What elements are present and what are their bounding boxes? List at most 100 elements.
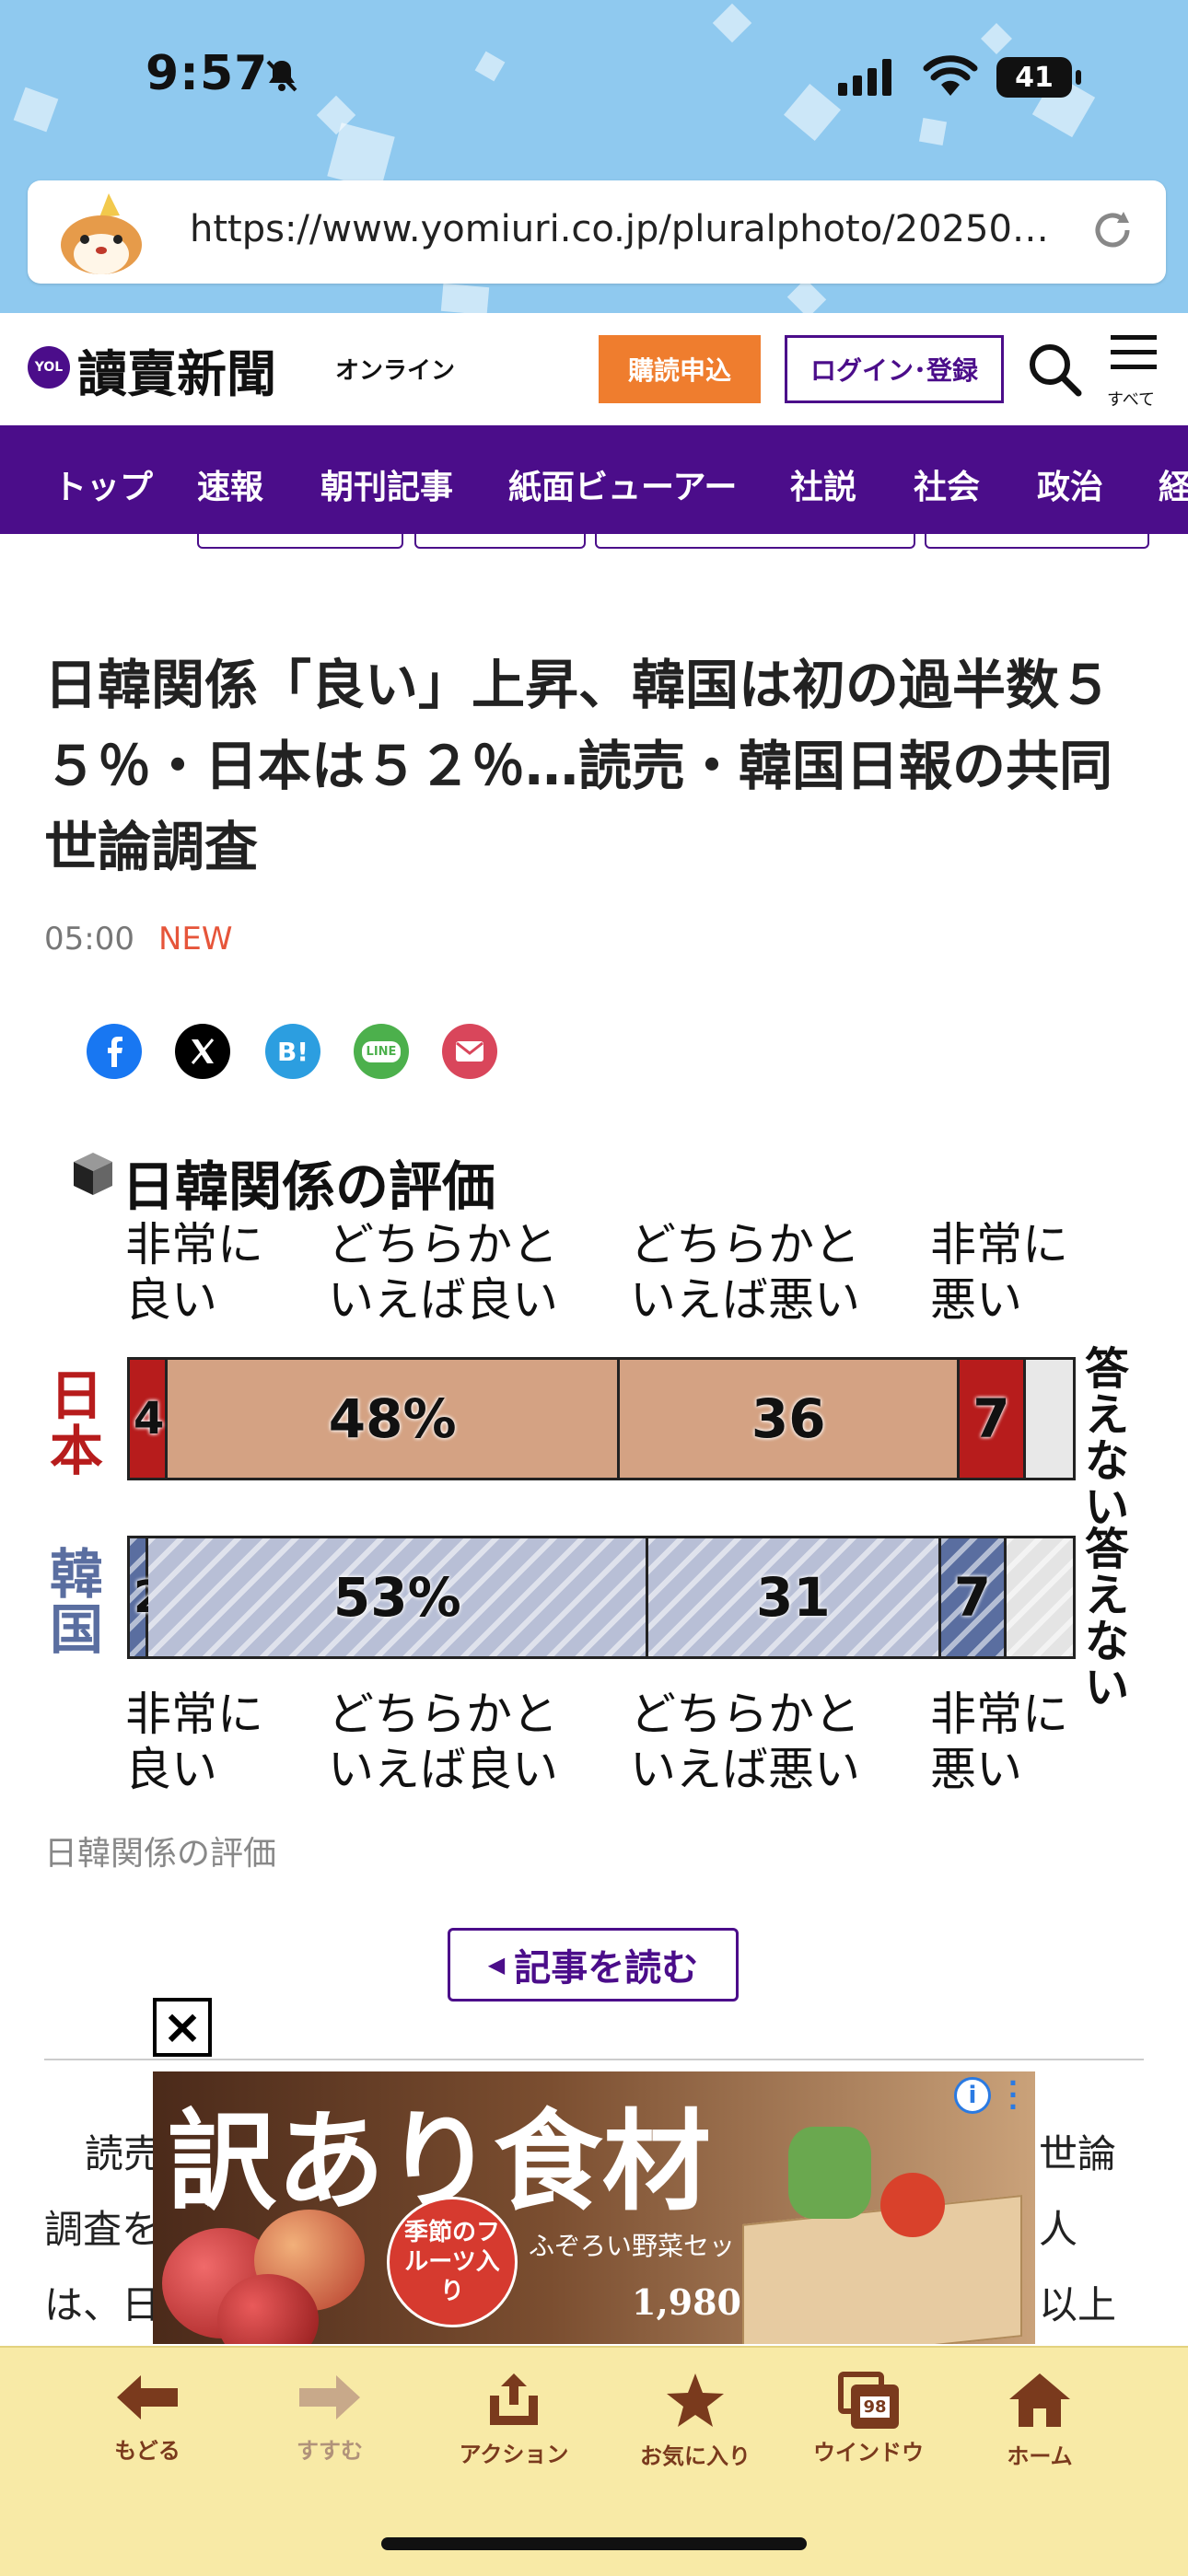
line-text: LINE (361, 1040, 402, 1062)
window-count: 98 (860, 2396, 890, 2418)
read-article-button[interactable]: ◀ 記事を読む (448, 1928, 739, 2002)
nav-item-economy[interactable]: 経 (1159, 469, 1188, 506)
home-label: ホーム (1007, 2443, 1073, 2469)
search-icon[interactable] (1026, 341, 1083, 401)
login-label: ログイン･登録 (809, 355, 978, 386)
star-icon (667, 2373, 724, 2427)
yol-logo-badge[interactable]: YOL (28, 346, 70, 389)
battery-tip (1076, 70, 1081, 85)
bar-segment-korea-4 (1007, 1538, 1073, 1656)
category-nav (0, 425, 1188, 534)
nav-item-top[interactable]: トップ (53, 469, 154, 506)
read-article-label: 記事を読む (514, 1947, 699, 1990)
body-text-fragment: 以上 (1039, 2282, 1117, 2327)
login-button[interactable]: ログイン･登録 (785, 335, 1004, 403)
bar-segment-japan-3: 7 (960, 1360, 1026, 1478)
series-label-korea: 韓国 (49, 1543, 103, 1661)
ad-badge-text: 季節のフルーツ入り (403, 2219, 500, 2305)
hatena-bookmark-icon[interactable]: B! (265, 1024, 320, 1079)
bar-row-japan: 4 48% 36 7 (127, 1357, 1076, 1480)
no-answer-label: 答えない (1085, 1524, 1130, 1713)
subscribe-label: 購読申込 (627, 355, 731, 386)
body-text-fragment: 読売 (85, 2131, 163, 2176)
subnav-tabs-edge (197, 534, 403, 549)
wifi-icon (923, 55, 978, 101)
back-button[interactable]: もどる (69, 2372, 226, 2465)
share-action-icon (490, 2373, 538, 2425)
article-time: 05:00 (44, 921, 134, 957)
line-icon[interactable]: LINE (354, 1024, 409, 1079)
window-tabs-icon: 98 (838, 2372, 899, 2429)
data-label: 7 (973, 1387, 1010, 1450)
site-header (0, 313, 1188, 425)
url-text[interactable]: https://www.yomiuri.co.jp/pluralphoto/20… (190, 208, 1065, 250)
guinea-pig-avatar-icon (55, 190, 147, 278)
subnav-tabs-edge (925, 534, 1149, 549)
windows-button[interactable]: 98 ウインドウ (790, 2372, 947, 2466)
hamburger-menu-icon[interactable] (1111, 335, 1157, 369)
menu-label[interactable]: すべて (1107, 390, 1156, 410)
body-text-fragment: 調査を (44, 2207, 161, 2252)
bar-segment-japan-2: 36 (620, 1360, 961, 1478)
favorites-button[interactable]: お気に入り (617, 2372, 774, 2470)
yomiuri-logo[interactable]: 讀賣新聞 (77, 344, 276, 403)
subnav-tabs-edge (414, 534, 586, 549)
tick-label-top: 非常に 良い (125, 1218, 263, 1327)
ad-product-name: ふぞろい野菜セット (529, 2231, 762, 2261)
yol-logo-text: YOL (34, 360, 64, 375)
tick-label-top: 非常に 悪い (930, 1218, 1068, 1327)
ad-more-icon[interactable]: · · · (1007, 2071, 1019, 2122)
close-icon: × (162, 2000, 203, 2055)
data-label: 36 (751, 1387, 826, 1450)
logo-online-text: オンライン (335, 357, 456, 385)
body-text-fragment: 人 (1039, 2207, 1078, 2252)
advertisement-banner[interactable]: 訳あり食材 季節のフルーツ入り ふぞろい野菜セット 1,980円 i · · · (153, 2071, 1035, 2344)
nav-item-politics[interactable]: 政治 (1037, 469, 1104, 506)
data-label: 53% (332, 1566, 461, 1629)
hatena-text: B! (276, 1036, 309, 1067)
facebook-icon[interactable] (87, 1024, 142, 1079)
tick-label-bottom: どちらかと いえば悪い (630, 1688, 860, 1796)
reload-icon[interactable] (1087, 204, 1138, 260)
x-icon[interactable] (175, 1024, 230, 1079)
bar-row-korea: 2 53% 31 7 (127, 1536, 1076, 1659)
cube-icon (72, 1151, 114, 1201)
cellular-signal-icon (838, 59, 897, 99)
battery-icon: 41 (996, 57, 1072, 98)
back-arrow-icon (117, 2375, 178, 2419)
nav-item-society[interactable]: 社会 (914, 469, 981, 506)
subnav-tabs-edge (595, 534, 915, 549)
tick-label-top: どちらかと いえば悪い (630, 1218, 860, 1327)
article-title: 日韓関係「良い」上昇、韓国は初の過半数５５％・日本は５２％…読売・韓国日報の共同… (44, 654, 1113, 878)
nav-item-breaking[interactable]: 速報 (197, 469, 264, 506)
action-button[interactable]: アクション (436, 2372, 592, 2468)
tick-label-bottom: 非常に 悪い (930, 1688, 1068, 1796)
mail-icon[interactable] (442, 1024, 497, 1079)
tick-label-top: どちらかと いえば良い (328, 1218, 558, 1327)
nav-item-paper-viewer[interactable]: 紙面ビューアー (508, 469, 738, 506)
tick-label-bottom: どちらかと いえば良い (328, 1688, 558, 1796)
ad-close-button[interactable]: × (153, 1998, 212, 2057)
address-bar[interactable] (28, 180, 1166, 284)
series-label-japan: 日本 (49, 1364, 103, 1482)
data-label: 4 (134, 1393, 165, 1445)
divider (44, 2059, 1144, 2060)
windows-label: ウインドウ (813, 2440, 924, 2466)
bar-segment-japan-4 (1025, 1360, 1073, 1478)
vegetable-image (788, 2127, 871, 2219)
forward-arrow-icon (299, 2375, 360, 2419)
battery-level: 41 (1015, 61, 1054, 94)
bar-segment-japan-1: 48% (167, 1360, 621, 1478)
forward-label: すすむ (297, 2438, 363, 2464)
tomato-image (880, 2173, 945, 2237)
home-button[interactable]: ホーム (961, 2372, 1118, 2470)
data-label: 48% (328, 1387, 457, 1450)
bar-segment-korea-1: 53% (148, 1538, 649, 1656)
subscribe-button[interactable]: 購読申込 (599, 335, 761, 403)
forward-button[interactable]: すすむ (251, 2372, 408, 2465)
ad-info-icon[interactable]: i (954, 2077, 991, 2114)
nav-item-editorial[interactable]: 社説 (790, 469, 857, 506)
home-indicator (381, 2537, 807, 2550)
nav-item-morning-edition[interactable]: 朝刊記事 (320, 469, 454, 506)
bar-segment-korea-0: 2 (130, 1538, 164, 1656)
